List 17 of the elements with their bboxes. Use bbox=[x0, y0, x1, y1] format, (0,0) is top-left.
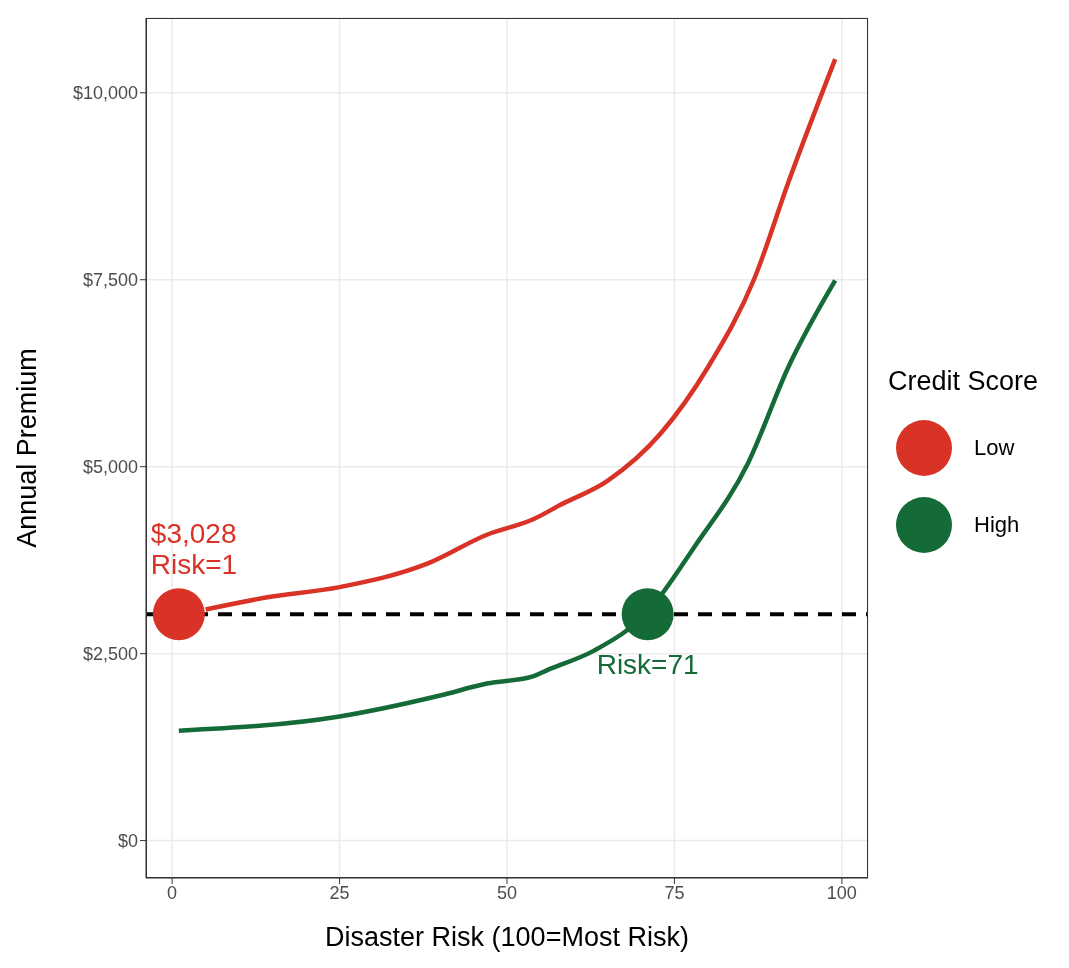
y-axis-title: Annual Premium bbox=[11, 348, 42, 548]
x-axis-title: Disaster Risk (100=Most Risk) bbox=[325, 922, 689, 952]
x-tick-label: 50 bbox=[496, 882, 518, 903]
x-tick-label: 100 bbox=[826, 882, 857, 903]
annotation: $3,028 Risk=1 bbox=[150, 518, 238, 581]
x-tick-label: 0 bbox=[167, 882, 178, 903]
x-tick-label: 25 bbox=[329, 882, 350, 903]
annotation: Risk=71 bbox=[596, 649, 699, 681]
y-tick-label: $5,000 bbox=[82, 457, 138, 478]
y-tick-label: $7,500 bbox=[82, 270, 138, 291]
legend-title: Credit Score bbox=[888, 366, 1039, 397]
x-tick-label: 75 bbox=[664, 882, 685, 903]
y-tick-label: $2,500 bbox=[82, 644, 138, 665]
y-tick-label: $10,000 bbox=[72, 83, 138, 104]
text: High bbox=[974, 511, 1020, 538]
y-tick-label: $0 bbox=[117, 831, 138, 851]
text: Low bbox=[974, 434, 1015, 461]
